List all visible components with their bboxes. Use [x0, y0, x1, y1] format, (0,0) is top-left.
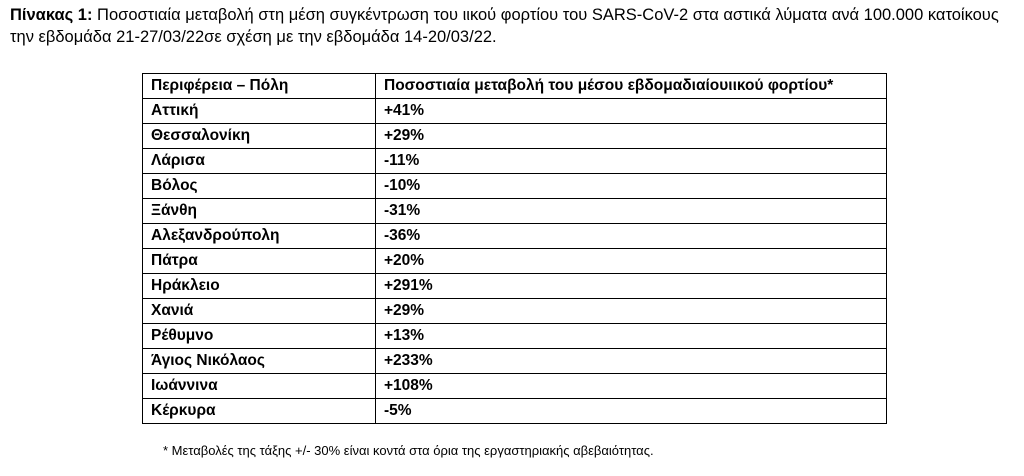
table-row: Θεσσαλονίκη +29% — [142, 123, 887, 149]
column-header-region-city: Περιφέρεια – Πόλη — [142, 73, 376, 99]
table-row: Πάτρα +20% — [142, 248, 887, 274]
table-row: Ρέθυμνο +13% — [142, 323, 887, 349]
city-cell: Πάτρα — [142, 248, 376, 274]
table-row: Ιωάννινα +108% — [142, 373, 887, 399]
city-cell: Ηράκλειο — [142, 273, 376, 299]
table-header-row: Περιφέρεια – Πόλη Ποσοστιαία μεταβολή το… — [142, 73, 887, 99]
table-caption: Πίνακας 1: Ποσοστιαία μεταβολή στη μέση … — [10, 4, 1015, 48]
percent-change-cell: +29% — [375, 123, 887, 149]
percent-change-cell: +291% — [375, 273, 887, 299]
city-cell: Λάρισα — [142, 148, 376, 174]
table-row: Βόλος -10% — [142, 173, 887, 199]
city-cell: Θεσσαλονίκη — [142, 123, 376, 149]
percent-change-cell: -31% — [375, 198, 887, 224]
caption-text: Ποσοστιαία μεταβολή στη μέση συγκέντρωση… — [10, 6, 999, 46]
table-row: Άγιος Νικόλαος +233% — [142, 348, 887, 374]
percent-change-cell: +20% — [375, 248, 887, 274]
percent-change-cell: -5% — [375, 398, 887, 424]
table-row: Λάρισα -11% — [142, 148, 887, 174]
table-footnote: * Μεταβολές της τάξης +/- 30% είναι κοντ… — [163, 443, 654, 458]
table-row: Ηράκλειο +291% — [142, 273, 887, 299]
city-cell: Άγιος Νικόλαος — [142, 348, 376, 374]
percent-change-cell: -10% — [375, 173, 887, 199]
table-row: Αλεξανδρούπολη -36% — [142, 223, 887, 249]
table-body: Αττική +41% Θεσσαλονίκη +29% Λάρισα -11% Βόλος… — [142, 98, 887, 424]
percent-change-cell: +233% — [375, 348, 887, 374]
city-cell: Ιωάννινα — [142, 373, 376, 399]
percent-change-cell: +13% — [375, 323, 887, 349]
city-cell: Ξάνθη — [142, 198, 376, 224]
percent-change-cell: -36% — [375, 223, 887, 249]
city-cell: Κέρκυρα — [142, 398, 376, 424]
table-row: Ξάνθη -31% — [142, 198, 887, 224]
percent-change-cell: +108% — [375, 373, 887, 399]
table-row: Χανιά +29% — [142, 298, 887, 324]
table-row: Αττική +41% — [142, 98, 887, 124]
column-header-percent-change: Ποσοστιαία μεταβολή του μέσου εβδομαδιαί… — [375, 73, 887, 99]
wastewater-change-table: Περιφέρεια – Πόλη Ποσοστιαία μεταβολή το… — [142, 73, 887, 424]
city-cell: Αττική — [142, 98, 376, 124]
percent-change-cell: -11% — [375, 148, 887, 174]
percent-change-cell: +41% — [375, 98, 887, 124]
caption-label: Πίνακας 1: — [10, 6, 93, 24]
city-cell: Αλεξανδρούπολη — [142, 223, 376, 249]
city-cell: Ρέθυμνο — [142, 323, 376, 349]
table-row: Κέρκυρα -5% — [142, 398, 887, 424]
city-cell: Χανιά — [142, 298, 376, 324]
percent-change-cell: +29% — [375, 298, 887, 324]
city-cell: Βόλος — [142, 173, 376, 199]
